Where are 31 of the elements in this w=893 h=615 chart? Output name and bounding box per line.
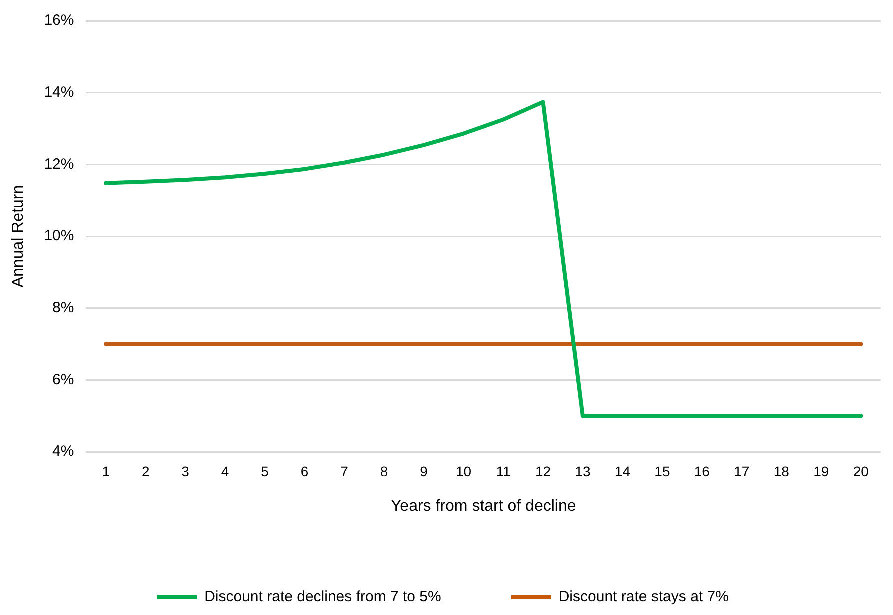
y-tick-label: 8%: [52, 299, 74, 316]
x-tick-label: 18: [774, 463, 790, 480]
legend-label: Discount rate declines from 7 to 5%: [204, 588, 442, 606]
x-tick-label: 16: [694, 463, 710, 480]
x-tick-label: 17: [734, 463, 750, 480]
x-tick-label: 7: [340, 463, 349, 480]
x-tick-label: 3: [182, 463, 190, 480]
x-tick-label: 15: [654, 463, 670, 480]
y-tick-label: 12%: [44, 156, 74, 173]
x-axis-title: Years from start of decline: [390, 498, 576, 515]
y-axis-title: Annual Return: [10, 185, 28, 288]
y-tick-label: 10%: [44, 228, 74, 245]
x-tick-label: 1: [102, 463, 110, 480]
y-tick-label: 16%: [44, 12, 74, 30]
y-tick-label: 6%: [52, 371, 74, 388]
y-tick-label: 4%: [52, 443, 74, 460]
x-tick-label: 2: [142, 463, 150, 480]
x-tick-label: 13: [575, 463, 591, 480]
x-tick-label: 4: [221, 463, 230, 480]
x-tick-label: 20: [853, 463, 870, 480]
legend-label: Discount rate stays at 7%: [558, 588, 729, 606]
x-tick-label: 9: [420, 463, 428, 480]
x-tick-label: 8: [380, 463, 388, 480]
y-tick-label: 14%: [44, 84, 74, 101]
x-tick-label: 11: [496, 463, 511, 480]
x-tick-label: 12: [535, 463, 552, 480]
x-tick-label: 10: [456, 463, 472, 480]
x-tick-label: 6: [300, 463, 309, 480]
x-tick-label: 5: [261, 463, 270, 480]
x-tick-label: 19: [814, 463, 830, 480]
x-tick-label: 14: [614, 463, 631, 480]
